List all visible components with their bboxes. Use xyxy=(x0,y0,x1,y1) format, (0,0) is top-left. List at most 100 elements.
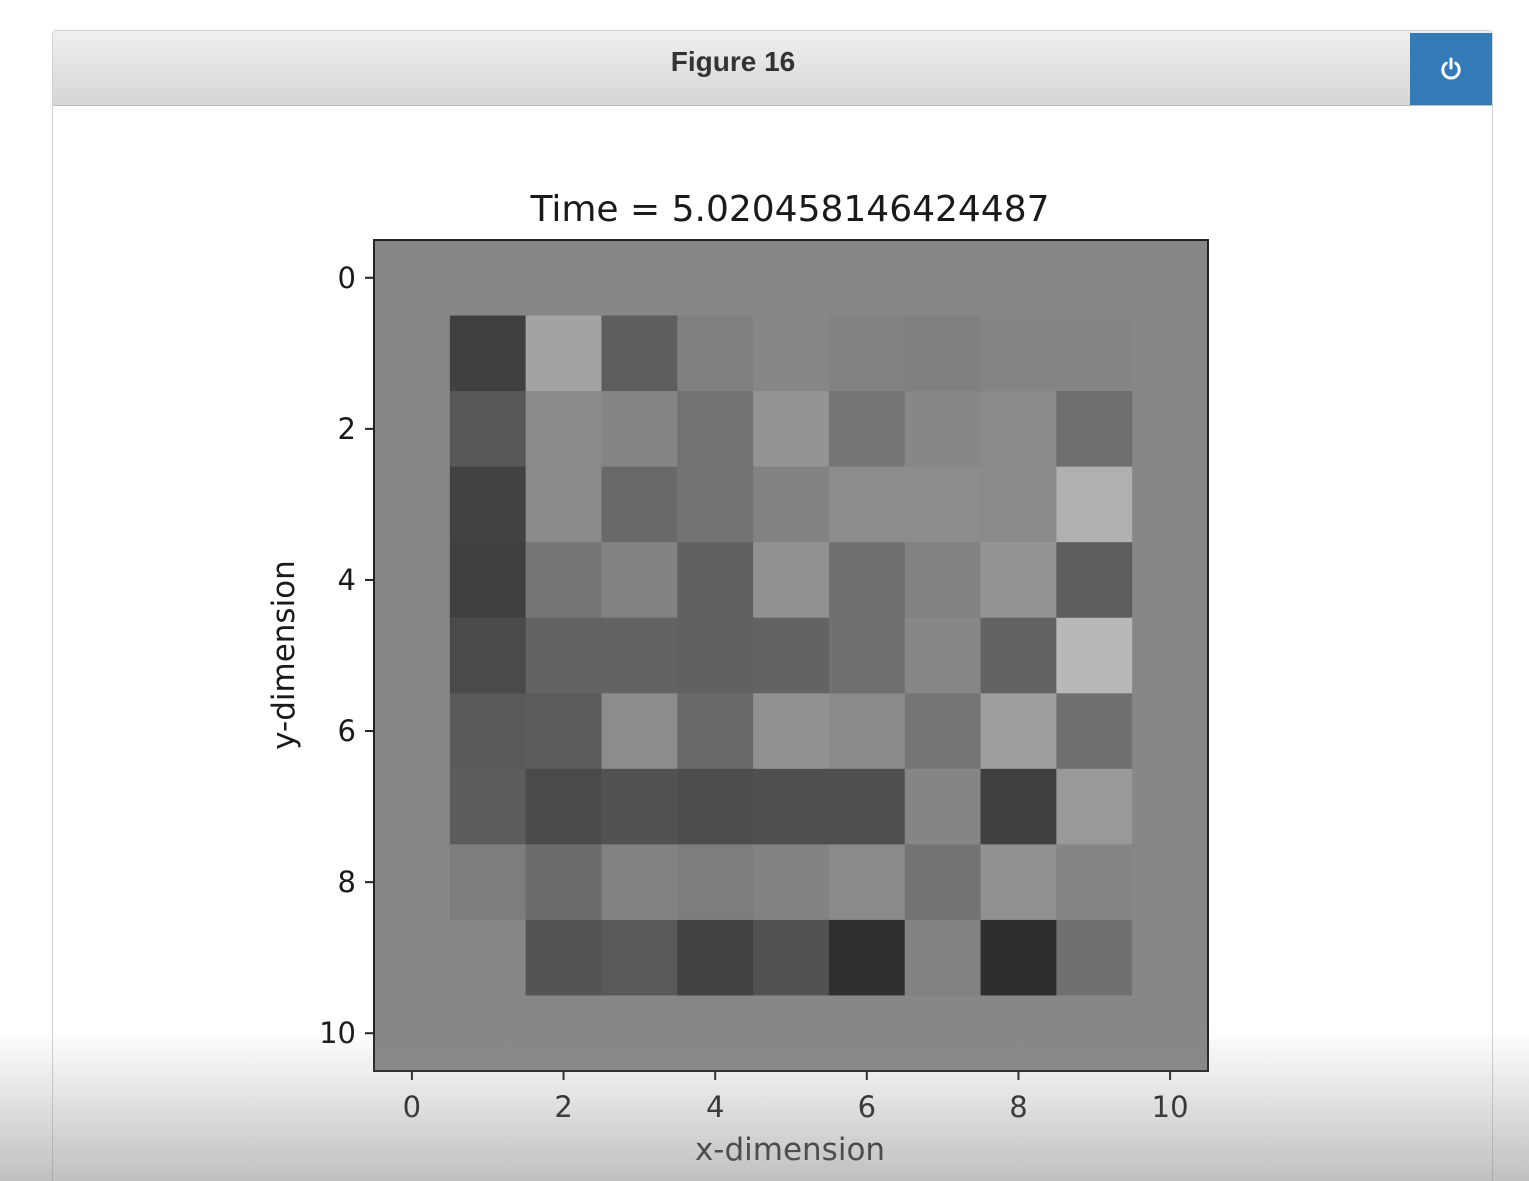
figure-titlebar: Figure 16 xyxy=(53,31,1492,106)
y-tick-label: 2 xyxy=(338,412,356,446)
heatmap-cell-r9-c1 xyxy=(449,919,527,997)
heatmap-cell-r7-c1 xyxy=(449,768,527,845)
heatmap-cell-r4-c0 xyxy=(374,542,451,619)
heatmap-cell-r1-c8 xyxy=(980,315,1057,392)
x-axis-label: x-dimension xyxy=(695,1132,885,1168)
heatmap-cell-r2-c9 xyxy=(1056,391,1133,468)
heatmap-cell-r8-c7 xyxy=(904,844,982,921)
heatmap-cell-r7-c3 xyxy=(601,768,678,845)
heatmap-cell-r6-c4 xyxy=(677,693,754,770)
heatmap-cell-r6-c0 xyxy=(374,693,451,770)
heatmap-cell-r3-c9 xyxy=(1056,466,1133,543)
heatmap-cell-r7-c9 xyxy=(1056,768,1133,845)
close-figure-button[interactable] xyxy=(1410,33,1492,105)
heatmap-cell-r5-c7 xyxy=(904,617,982,694)
heatmap-cell-r6-c10 xyxy=(1132,693,1209,770)
heatmap-cell-r2-c0 xyxy=(374,391,451,468)
heatmap-cell-r7-c8 xyxy=(980,768,1057,845)
chart-title: Time = 5.020458146424487 xyxy=(529,189,1049,230)
heatmap-cell-r3-c10 xyxy=(1132,466,1209,543)
heatmap-cell-r0-c6 xyxy=(828,240,906,317)
heatmap-cell-r3-c4 xyxy=(677,466,754,543)
heatmap-cell-r9-c7 xyxy=(904,919,982,997)
heatmap-cell-r10-c0 xyxy=(374,995,451,1072)
heatmap-cell-r3-c0 xyxy=(374,466,451,543)
heatmap-cell-r1-c9 xyxy=(1056,315,1133,392)
heatmap-cell-r8-c3 xyxy=(601,844,678,921)
heatmap-cell-r1-c7 xyxy=(904,315,982,392)
heatmap-cell-r5-c6 xyxy=(828,617,906,694)
heatmap-cell-r4-c7 xyxy=(904,542,982,619)
heatmap-cell-r6-c7 xyxy=(904,693,982,770)
heatmap-cell-r3-c7 xyxy=(904,466,982,543)
heatmap-cell-r10-c4 xyxy=(677,995,754,1072)
heatmap-cell-r10-c5 xyxy=(753,995,830,1072)
heatmap-cell-r10-c7 xyxy=(904,995,982,1072)
heatmap-cell-r7-c4 xyxy=(677,768,754,845)
y-tick-label: 6 xyxy=(338,714,356,748)
heatmap-cell-r3-c8 xyxy=(980,466,1057,543)
heatmap-cell-r10-c3 xyxy=(601,995,678,1072)
heatmap-cell-r5-c1 xyxy=(449,617,527,694)
heatmap-cell-r5-c9 xyxy=(1056,617,1133,694)
heatmap-cell-r4-c2 xyxy=(525,542,603,619)
heatmap-cell-r8-c2 xyxy=(525,844,603,921)
heatmap-cell-r1-c4 xyxy=(677,315,754,392)
x-tick-label: 8 xyxy=(1009,1090,1027,1124)
x-tick-label: 0 xyxy=(403,1090,421,1124)
heatmap-cell-r1-c1 xyxy=(449,315,527,392)
heatmap-cell-r0-c4 xyxy=(677,240,754,317)
power-icon xyxy=(1441,57,1461,80)
heatmap-cell-r6-c3 xyxy=(601,693,678,770)
heatmap-cell-r3-c5 xyxy=(753,466,830,543)
y-tick-label: 0 xyxy=(338,261,356,295)
y-axis-ticks: 0 2 4 6 8 10 xyxy=(319,261,374,1050)
heatmap-cell-r10-c8 xyxy=(980,995,1057,1072)
figure-title: Figure 16 xyxy=(670,46,796,77)
heatmap-cell-r6-c2 xyxy=(525,693,603,770)
heatmap-cell-r5-c10 xyxy=(1132,617,1209,694)
heatmap-cell-r5-c4 xyxy=(677,617,754,694)
heatmap-cell-r1-c6 xyxy=(828,315,906,392)
heatmap-cell-r6-c1 xyxy=(449,693,527,770)
heatmap-cell-r9-c8 xyxy=(980,919,1057,997)
heatmap-cell-r7-c10 xyxy=(1132,768,1209,845)
heatmap-cell-r2-c4 xyxy=(677,391,754,468)
heatmap-cell-r2-c5 xyxy=(753,391,830,468)
heatmap-cell-r10-c9 xyxy=(1056,995,1133,1072)
heatmap-cell-r4-c3 xyxy=(601,542,678,619)
heatmap-cell-r3-c1 xyxy=(449,466,527,543)
heatmap-cell-r8-c8 xyxy=(980,844,1057,921)
heatmap-cell-r2-c1 xyxy=(449,391,527,468)
heatmap-cell-r2-c8 xyxy=(980,391,1057,468)
heatmap-cell-r5-c0 xyxy=(374,617,451,694)
heatmap-cell-r0-c10 xyxy=(1132,240,1209,317)
heatmap-cell-r9-c9 xyxy=(1056,919,1133,997)
heatmap-cell-r0-c5 xyxy=(753,240,830,317)
heatmap-cell-r6-c5 xyxy=(753,693,830,770)
heatmap-cell-r8-c9 xyxy=(1056,844,1133,921)
heatmap-cell-r5-c3 xyxy=(601,617,678,694)
heatmap-cell-r10-c10 xyxy=(1132,995,1209,1072)
heatmap-cell-r10-c1 xyxy=(449,995,527,1072)
heatmap-cell-r4-c6 xyxy=(828,542,906,619)
heatmap-cell-r1-c3 xyxy=(601,315,678,392)
heatmap-cell-r8-c10 xyxy=(1132,844,1209,921)
x-tick-label: 6 xyxy=(858,1090,876,1124)
heatmap-cell-r9-c0 xyxy=(374,919,451,997)
heatmap-cell-r0-c8 xyxy=(980,240,1057,317)
heatmap-cell-r10-c6 xyxy=(828,995,906,1072)
heatmap-cell-r4-c5 xyxy=(753,542,830,619)
heatmap-cell-r0-c7 xyxy=(904,240,982,317)
heatmap-cell-r4-c1 xyxy=(449,542,527,619)
heatmap-cell-r9-c5 xyxy=(753,919,830,997)
heatmap-cell-r2-c2 xyxy=(525,391,603,468)
heatmap-cell-r3-c3 xyxy=(601,466,678,543)
heatmap-cell-r9-c3 xyxy=(601,919,678,997)
heatmap-cell-r4-c10 xyxy=(1132,542,1209,619)
heatmap-cell-r0-c3 xyxy=(601,240,678,317)
heatmap-cell-r6-c6 xyxy=(828,693,906,770)
heatmap-cell-r3-c2 xyxy=(525,466,603,543)
heatmap-cell-r9-c4 xyxy=(677,919,754,997)
